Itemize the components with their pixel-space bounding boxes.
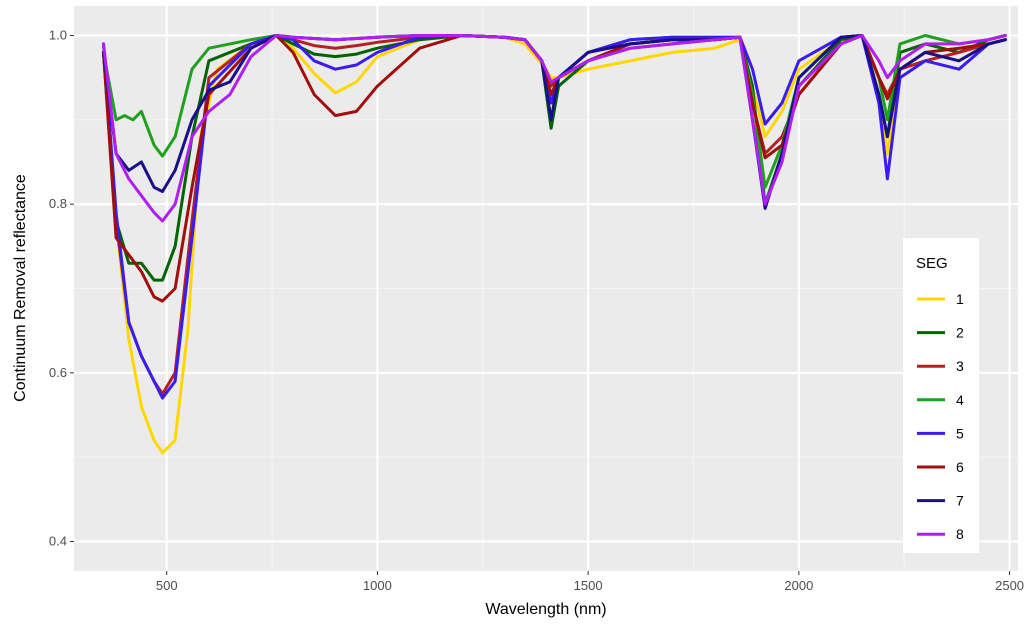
legend-label-8: 8 — [956, 526, 964, 542]
legend-items: 1 2 3 4 5 6 7 8 — [917, 291, 964, 542]
legend-label-2: 2 — [956, 325, 964, 341]
legend-title: SEG — [916, 255, 948, 272]
y-tick-label: 0.8 — [49, 196, 67, 211]
y-axis: 0.4 0.6 0.8 1.0 — [49, 28, 74, 548]
legend-label-5: 5 — [956, 425, 964, 441]
y-tick-label: 0.6 — [49, 365, 67, 380]
x-axis-title: Wavelength (nm) — [485, 601, 606, 618]
series-line-8 — [102, 34, 1007, 223]
legend-label-4: 4 — [956, 392, 964, 408]
y-tick-label: 1.0 — [49, 28, 67, 43]
legend-label-7: 7 — [956, 493, 964, 509]
legend: SEG 1 2 3 4 5 6 7 8 — [903, 238, 979, 553]
x-tick-label: 500 — [156, 578, 178, 593]
legend-label-6: 6 — [956, 459, 964, 475]
legend-label-1: 1 — [956, 291, 964, 307]
x-tick-label: 1000 — [363, 578, 392, 593]
y-axis-title: Continuum Removal reflectance — [12, 174, 29, 402]
x-tick-label: 2500 — [995, 578, 1024, 593]
x-axis: 500 1000 1500 2000 2500 — [156, 571, 1024, 593]
legend-label-3: 3 — [956, 358, 964, 374]
y-tick-label: 0.4 — [49, 533, 67, 548]
series-line-7 — [102, 34, 1007, 210]
legend-box — [903, 238, 979, 553]
x-tick-label: 2000 — [784, 578, 813, 593]
x-tick-label: 1500 — [574, 578, 603, 593]
series-layer — [102, 34, 1007, 455]
